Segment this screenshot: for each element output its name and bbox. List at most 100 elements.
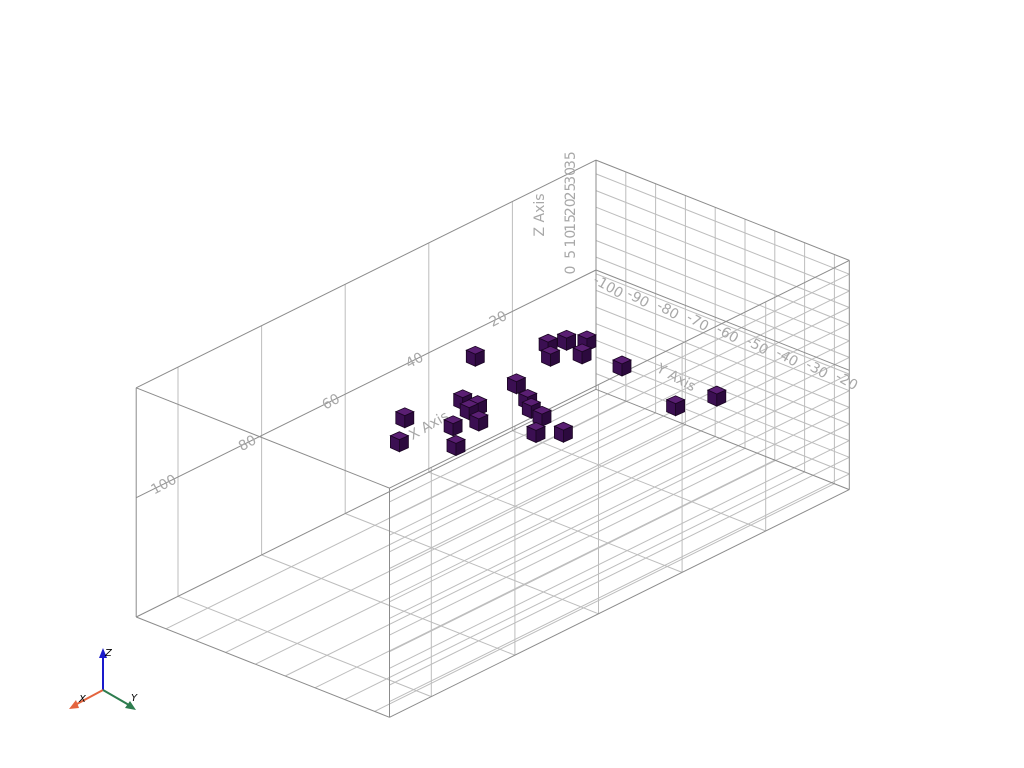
y-tick-label: -20 <box>832 369 860 394</box>
data-point-cube <box>572 343 593 365</box>
box-edge <box>135 388 597 618</box>
data-point-cube <box>526 422 546 444</box>
cube-right-face <box>581 347 592 365</box>
floor-gridline <box>344 471 805 701</box>
x-axis-line <box>135 269 597 499</box>
cube-right-face <box>563 425 573 443</box>
y-arrow-head-icon <box>125 701 136 710</box>
y-direction-arrow <box>102 689 130 706</box>
cube-right-face <box>550 349 560 367</box>
back-wall-gridline <box>389 307 850 536</box>
back-wall-gridline <box>389 456 850 686</box>
data-point-cube <box>612 355 632 377</box>
back-wall-gridline <box>389 440 850 669</box>
back-wall-gridline <box>389 340 850 569</box>
floor-gridline <box>177 595 432 698</box>
axis-titles: X Axis Y Axis Z Axis <box>406 193 698 443</box>
x-tick-label: 40 <box>403 350 426 372</box>
side-wall-gridline <box>595 306 850 408</box>
z-arrow-head-icon <box>99 648 107 658</box>
x-tick-label: 80 <box>236 432 259 454</box>
floor-gridline <box>284 447 746 677</box>
data-point-cube <box>468 410 489 432</box>
floor-gridline <box>165 400 627 630</box>
side-wall-gridline <box>595 289 850 392</box>
x-orientation-label: X <box>78 694 87 705</box>
box-edge <box>136 616 390 718</box>
side-wall-gridline <box>595 173 850 275</box>
box-edge <box>595 388 850 491</box>
side-wall-gridline <box>595 323 850 425</box>
cube-right-face <box>675 399 685 417</box>
orientation-axes-widget[interactable]: Z X Y <box>69 648 138 710</box>
data-point-cube <box>576 330 597 352</box>
data-point-cube <box>389 431 410 453</box>
floor-gridline <box>512 430 766 532</box>
z-tick-label: 15 <box>563 214 579 232</box>
cube-right-face <box>455 438 466 457</box>
box-edge <box>135 159 597 389</box>
side-wall-gridline <box>595 273 850 375</box>
back-wall-gridline <box>389 273 850 503</box>
cube-right-face <box>535 425 546 444</box>
data-point-cube <box>532 405 552 427</box>
back-wall-gridline <box>389 373 850 603</box>
x-tick-label: 100 <box>148 472 179 499</box>
side-wall-gridline <box>595 206 850 308</box>
back-wall-gridline <box>389 390 850 619</box>
y-axis-line <box>595 269 850 371</box>
data-point-cube <box>443 415 464 437</box>
z-tick-label: 25 <box>563 183 579 201</box>
floor-gridline <box>428 471 683 573</box>
cube-right-face <box>621 359 632 377</box>
data-point-cube <box>706 385 727 407</box>
floor-gridline <box>374 483 835 712</box>
data-point-cube <box>540 345 561 367</box>
data-point-cube <box>506 373 527 395</box>
floor-gridline <box>225 424 686 653</box>
x-tick-label: 20 <box>487 308 510 330</box>
data-point-cube <box>465 345 486 367</box>
data-point-cube <box>446 435 466 457</box>
cube-right-face <box>566 333 576 351</box>
cube-right-face <box>541 409 552 427</box>
back-wall-gridline <box>389 323 850 553</box>
floor-gridline <box>255 436 716 665</box>
z-tick-label: 20 <box>563 198 579 216</box>
box-edge <box>389 489 850 718</box>
x-arrow-head-icon <box>69 700 79 709</box>
grid-lines <box>165 171 850 712</box>
x-direction-arrow <box>74 689 104 706</box>
y-axis-title: Y Axis <box>653 360 698 395</box>
data-point-cube <box>394 407 415 429</box>
cube-right-face <box>474 349 485 367</box>
data-point-cube <box>556 329 577 351</box>
z-tick-label: 10 <box>563 230 579 248</box>
x-tick-label: 60 <box>320 391 343 413</box>
y-orientation-label: Y <box>131 693 138 704</box>
cube-right-face <box>478 414 489 432</box>
floor-gridline <box>314 459 776 689</box>
z-tick-label: 30 <box>563 167 579 185</box>
side-wall-gridline <box>595 356 850 458</box>
data-point-cube <box>553 421 574 443</box>
cube-right-face <box>398 435 409 453</box>
z-tick-label: 0 <box>563 266 579 275</box>
floor-gridline <box>261 554 516 656</box>
floor-gridline <box>345 513 599 615</box>
cube-right-face <box>452 419 463 437</box>
side-wall-gridline <box>595 240 850 342</box>
box-edge <box>595 159 850 261</box>
cube-right-face <box>716 389 727 407</box>
back-wall-gridline <box>389 406 850 636</box>
side-wall-gridline <box>595 223 850 325</box>
z-tick-label: 35 <box>563 151 579 169</box>
side-wall-gridline <box>595 373 850 475</box>
back-wall-gridline <box>389 356 850 586</box>
data-point-cube <box>665 395 686 417</box>
z-orientation-label: Z <box>104 648 113 659</box>
side-wall-gridline <box>595 190 850 292</box>
back-wall-gridline <box>389 473 850 703</box>
